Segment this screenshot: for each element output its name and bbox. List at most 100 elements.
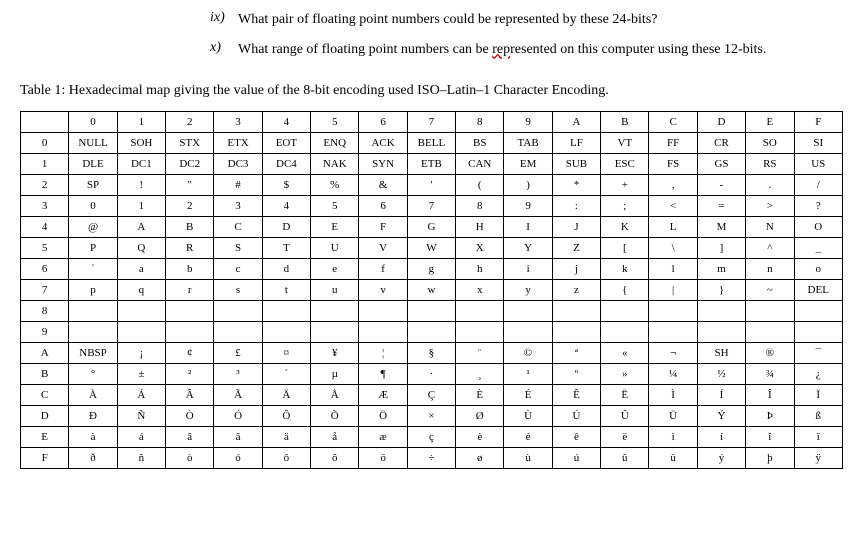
table-cell: Æ [359, 384, 407, 405]
table-cell: Í [697, 384, 745, 405]
table-cell: | [649, 279, 697, 300]
table-cell: DC1 [117, 153, 165, 174]
table-cell: ¨ [456, 342, 504, 363]
table-cell: t [262, 279, 310, 300]
table-row-header: 7 [21, 279, 69, 300]
table-cell: 4 [262, 195, 310, 216]
table-cell: R [166, 237, 214, 258]
table-cell: ^ [746, 237, 794, 258]
table-cell [311, 321, 359, 342]
table-cell: Î [746, 384, 794, 405]
table-cell: ° [69, 363, 117, 384]
table-cell [552, 321, 600, 342]
table-cell: Ë [601, 384, 649, 405]
table-cell: ¡ [117, 342, 165, 363]
table-cell: 3 [214, 195, 262, 216]
table-cell: É [504, 384, 552, 405]
question-text: What pair of floating point numbers coul… [238, 10, 843, 30]
table-cell [214, 321, 262, 342]
table-row: Fðñòóôõö÷øùúûüýþÿ [21, 447, 843, 468]
table-cell: » [601, 363, 649, 384]
table-cell [746, 300, 794, 321]
table-cell: # [214, 174, 262, 195]
table-row-header: 2 [21, 174, 69, 195]
table-header-cell: A [552, 111, 600, 132]
table-cell: ¸ [456, 363, 504, 384]
table-cell: ï [794, 426, 843, 447]
table-cell: ý [697, 447, 745, 468]
table-cell: CAN [456, 153, 504, 174]
table-cell: GS [697, 153, 745, 174]
table-cell [794, 300, 843, 321]
table-cell: 5 [311, 195, 359, 216]
table-row-header: 0 [21, 132, 69, 153]
table-cell: Õ [311, 405, 359, 426]
table-row: B°±²³´µ¶·¸¹º»¼½¾¿ [21, 363, 843, 384]
table-cell: CR [697, 132, 745, 153]
table-cell: ¼ [649, 363, 697, 384]
table-cell: $ [262, 174, 310, 195]
table-cell: q [117, 279, 165, 300]
table-cell: DLE [69, 153, 117, 174]
table-cell: k [601, 258, 649, 279]
table-cell: û [601, 447, 649, 468]
table-cell: \ [649, 237, 697, 258]
table-header-cell: 2 [166, 111, 214, 132]
table-cell: % [311, 174, 359, 195]
table-cell: B [166, 216, 214, 237]
table-cell: P [69, 237, 117, 258]
table-row: 5PQRSTUVWXYZ[\]^_ [21, 237, 843, 258]
table-cell: f [359, 258, 407, 279]
table-header-cell: F [794, 111, 843, 132]
table-cell: ® [746, 342, 794, 363]
table-cell: ì [649, 426, 697, 447]
table-cell: : [552, 195, 600, 216]
table-cell: Ò [166, 405, 214, 426]
table-cell: z [552, 279, 600, 300]
table-cell: Ø [456, 405, 504, 426]
table-cell: 6 [359, 195, 407, 216]
table-cell: Z [552, 237, 600, 258]
table-cell: DC2 [166, 153, 214, 174]
table-header-cell: 7 [407, 111, 455, 132]
table-cell: Â [166, 384, 214, 405]
table-cell: < [649, 195, 697, 216]
table-cell [794, 321, 843, 342]
table-cell: × [407, 405, 455, 426]
table-cell: ; [601, 195, 649, 216]
table-cell: Û [601, 405, 649, 426]
table-cell: LF [552, 132, 600, 153]
table-cell: ¤ [262, 342, 310, 363]
table-cell: ~ [746, 279, 794, 300]
table-cell: ETB [407, 153, 455, 174]
table-cell: } [697, 279, 745, 300]
table-cell: Ê [552, 384, 600, 405]
table-cell: X [456, 237, 504, 258]
question-row: x)What range of floating point numbers c… [210, 40, 843, 60]
table-cell [262, 321, 310, 342]
table-cell: a [117, 258, 165, 279]
table-cell: ± [117, 363, 165, 384]
table-cell: p [69, 279, 117, 300]
table-cell: x [456, 279, 504, 300]
table-cell: FS [649, 153, 697, 174]
table-cell: n [746, 258, 794, 279]
table-row-header: A [21, 342, 69, 363]
table-cell: & [359, 174, 407, 195]
table-cell: ù [504, 447, 552, 468]
table-row: 9 [21, 321, 843, 342]
table-cell: Q [117, 237, 165, 258]
table-cell: l [649, 258, 697, 279]
table-cell: e [311, 258, 359, 279]
table-header-cell: E [746, 111, 794, 132]
table-cell: 2 [166, 195, 214, 216]
table-cell: Ó [214, 405, 262, 426]
table-cell: ã [214, 426, 262, 447]
table-header-cell: 4 [262, 111, 310, 132]
table-cell: ç [407, 426, 455, 447]
table-cell: * [552, 174, 600, 195]
table-cell: w [407, 279, 455, 300]
table-cell: J [552, 216, 600, 237]
iso-table: 0123456789ABCDEF 0NULLSOHSTXETXEOTENQACK… [20, 111, 843, 469]
table-cell: ( [456, 174, 504, 195]
